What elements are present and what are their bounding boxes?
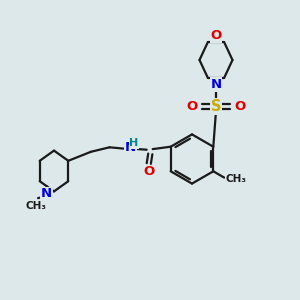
Text: H: H [129, 138, 138, 148]
Text: CH₃: CH₃ [25, 201, 46, 211]
Text: O: O [210, 29, 222, 42]
Text: O: O [187, 100, 198, 113]
Text: N: N [210, 78, 222, 91]
Text: O: O [143, 165, 154, 178]
Text: N: N [41, 187, 52, 200]
Text: N: N [125, 141, 136, 154]
Text: O: O [234, 100, 245, 113]
Text: S: S [211, 99, 221, 114]
Text: CH₃: CH₃ [226, 174, 247, 184]
